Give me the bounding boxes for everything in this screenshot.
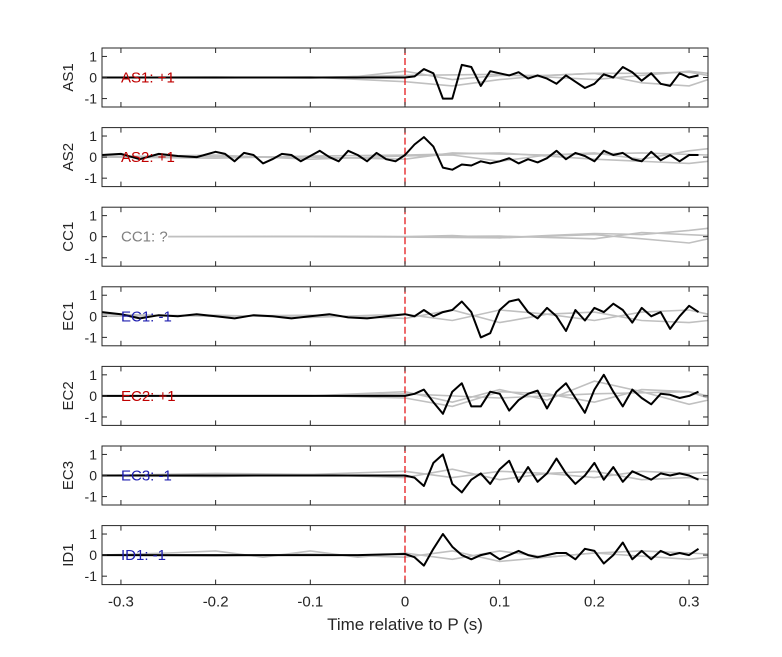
y-tick-label: -1	[85, 568, 98, 584]
y-tick-label: 1	[89, 287, 97, 303]
y-tick-label: 0	[89, 308, 97, 324]
background-trace	[168, 231, 709, 240]
station-label: EC3	[60, 461, 77, 490]
y-tick-label: -1	[85, 170, 98, 186]
y-tick-label: 0	[89, 149, 97, 165]
y-tick-label: 1	[89, 208, 97, 224]
polarity-label: EC2: +1	[121, 388, 176, 405]
panel-as1: -1 0 1 AS1 AS1: +1	[60, 47, 709, 108]
panel-id1: -1 0 1 ID1 ID1: -1	[60, 525, 709, 586]
x-tick-label: 0.1	[489, 594, 510, 611]
x-tick-label: 0.2	[584, 594, 605, 611]
panel-ec2: -1 0 1 EC2 EC2: +1	[60, 365, 709, 426]
x-tick-label: -0.1	[297, 594, 323, 611]
y-tick-label: 1	[89, 526, 97, 542]
background-trace	[102, 380, 709, 406]
polarity-label: EC3: -1	[121, 468, 172, 485]
y-tick-label: -1	[85, 409, 98, 425]
polarity-label: EC1: -1	[121, 308, 172, 325]
y-tick-label: -1	[85, 91, 98, 107]
station-label: CC1	[60, 222, 77, 252]
y-tick-label: 1	[89, 446, 97, 462]
station-label: AS1	[60, 63, 77, 91]
main-trace	[102, 63, 699, 100]
panel-as2: -1 0 1 AS2 AS2: +1	[60, 127, 709, 188]
y-tick-label: 0	[89, 388, 97, 404]
polarity-label: AS2: +1	[121, 149, 175, 166]
polarity-label: AS1: +1	[121, 70, 175, 87]
main-trace	[102, 373, 699, 415]
main-trace	[101, 298, 700, 339]
background-trace	[101, 470, 709, 479]
panel-ec3: -1 0 1 EC3 EC3: -1	[60, 445, 709, 506]
x-tick-label: -0.2	[203, 594, 229, 611]
y-tick-label: 1	[89, 48, 97, 64]
y-tick-label: -1	[85, 250, 98, 266]
y-tick-label: -1	[85, 329, 98, 345]
polarity-label: ID1: -1	[121, 547, 166, 564]
y-tick-label: 0	[89, 468, 97, 484]
station-label: AS2	[60, 143, 77, 171]
background-trace	[101, 309, 709, 324]
station-label: EC1	[60, 302, 77, 331]
y-tick-label: 0	[89, 70, 97, 86]
panels-group: -1 0 1 AS1 AS1: +1 -1 0 1 AS2 AS2: +1 -1 0 1 CC1 CC1: …	[60, 47, 709, 586]
x-tick-label: -0.3	[108, 594, 134, 611]
y-tick-label: -1	[85, 489, 98, 505]
x-tick-label: 0	[401, 594, 409, 611]
polarity-label: CC1: ?	[121, 229, 168, 246]
shared-x-axis: -0.3 -0.2 -0.1 0 0.1 0.2 0.3	[108, 594, 699, 611]
x-tick-label: 0.3	[679, 594, 700, 611]
y-tick-label: 0	[89, 547, 97, 563]
main-trace	[102, 533, 700, 567]
main-trace	[101, 136, 699, 171]
panel-cc1: -1 0 1 CC1 CC1: ?	[60, 206, 709, 267]
station-label: ID1	[60, 543, 77, 566]
panel-ec1: -1 0 1 EC1 EC1: -1	[60, 286, 709, 347]
y-tick-label: 1	[89, 128, 97, 144]
main-trace	[102, 453, 699, 494]
y-tick-label: 0	[89, 229, 97, 245]
y-tick-label: 1	[89, 367, 97, 383]
station-label: EC2	[60, 381, 77, 410]
x-axis-label: Time relative to P (s)	[327, 615, 483, 634]
